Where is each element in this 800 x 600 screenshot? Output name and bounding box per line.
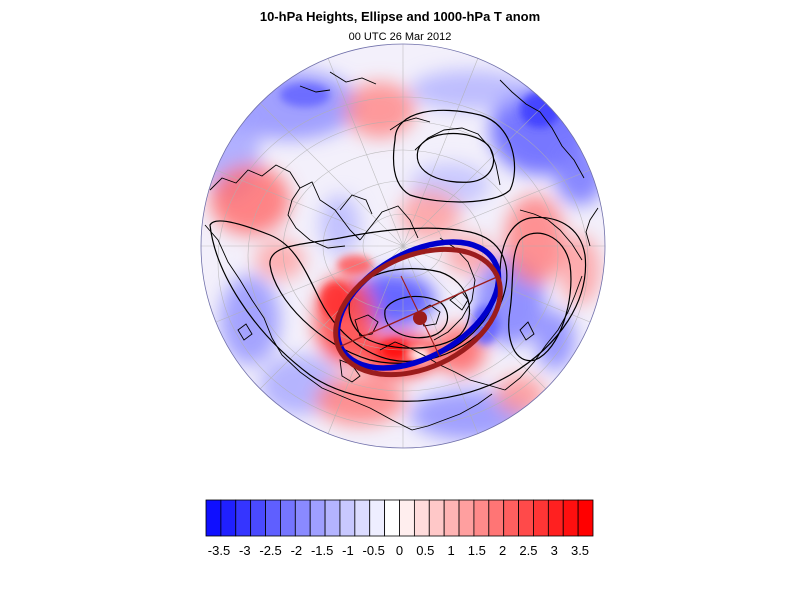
colorbar-swatch <box>294 499 311 537</box>
colorbar-tick-label: -0.5 <box>362 543 385 558</box>
ellipse-centroid <box>413 311 427 325</box>
colorbar-swatch <box>562 499 579 537</box>
reference-ellipse <box>333 246 503 378</box>
colorbar-tick-label: -1 <box>342 543 354 558</box>
colorbar-swatch <box>324 499 341 537</box>
map-title: 10-hPa Heights, Ellipse and 1000-hPa T a… <box>259 9 541 24</box>
colorbar-tick-label: 2 <box>499 543 507 558</box>
colorbar-swatch <box>205 499 222 537</box>
colorbar-swatch <box>533 499 549 537</box>
colorbar-swatch <box>488 499 505 537</box>
temperature-anomaly-field <box>201 44 605 448</box>
colorbar-swatch <box>547 499 564 537</box>
colorbar-tick-label: 1 <box>447 543 455 558</box>
colorbar-tick-label: 2.5 <box>519 543 538 558</box>
colorbar-tick-label: 3 <box>550 543 558 558</box>
colorbar-swatch <box>458 499 475 537</box>
vortex-ellipses <box>333 239 503 378</box>
colorbar-swatch <box>518 499 534 537</box>
colorbar-swatch <box>250 499 266 537</box>
colorbar-tick-label: -1.5 <box>310 543 334 558</box>
colorbar-swatch <box>473 499 490 537</box>
colorbar-swatch <box>443 499 460 537</box>
colorbar-tick-label: -2.5 <box>259 543 282 558</box>
colorbar-swatch <box>339 499 356 537</box>
colorbar-swatch <box>235 499 252 537</box>
colorbar-swatch <box>428 499 445 537</box>
colorbar-swatch <box>577 499 594 537</box>
colorbar-swatch <box>354 499 371 537</box>
colorbar-swatch <box>220 499 237 537</box>
colorbar-tick-label: 3.5 <box>570 543 590 558</box>
colorbar-swatch <box>369 499 386 537</box>
colorbar-tick-label: -3 <box>239 543 251 558</box>
map-subtitle: 00 UTC 26 Mar 2012 <box>348 31 452 43</box>
globe-outline <box>200 43 606 449</box>
colorbar-tick-label: -2 <box>290 543 303 558</box>
colorbar-swatch <box>413 499 430 537</box>
colorbar-swatch <box>309 499 326 537</box>
colorbar-swatch <box>384 499 400 537</box>
colorbar-tick-label: 0 <box>395 543 404 558</box>
colorbar-tick-label: 0.5 <box>416 543 435 558</box>
colorbar-swatch <box>399 499 415 537</box>
colorbar-swatch <box>280 499 296 537</box>
colorbar-swatch <box>265 499 281 537</box>
colorbar-tick-label: 1.5 <box>467 543 486 558</box>
colorbar-tick-label: -3.5 <box>207 543 231 558</box>
colorbar-swatch <box>503 499 519 537</box>
